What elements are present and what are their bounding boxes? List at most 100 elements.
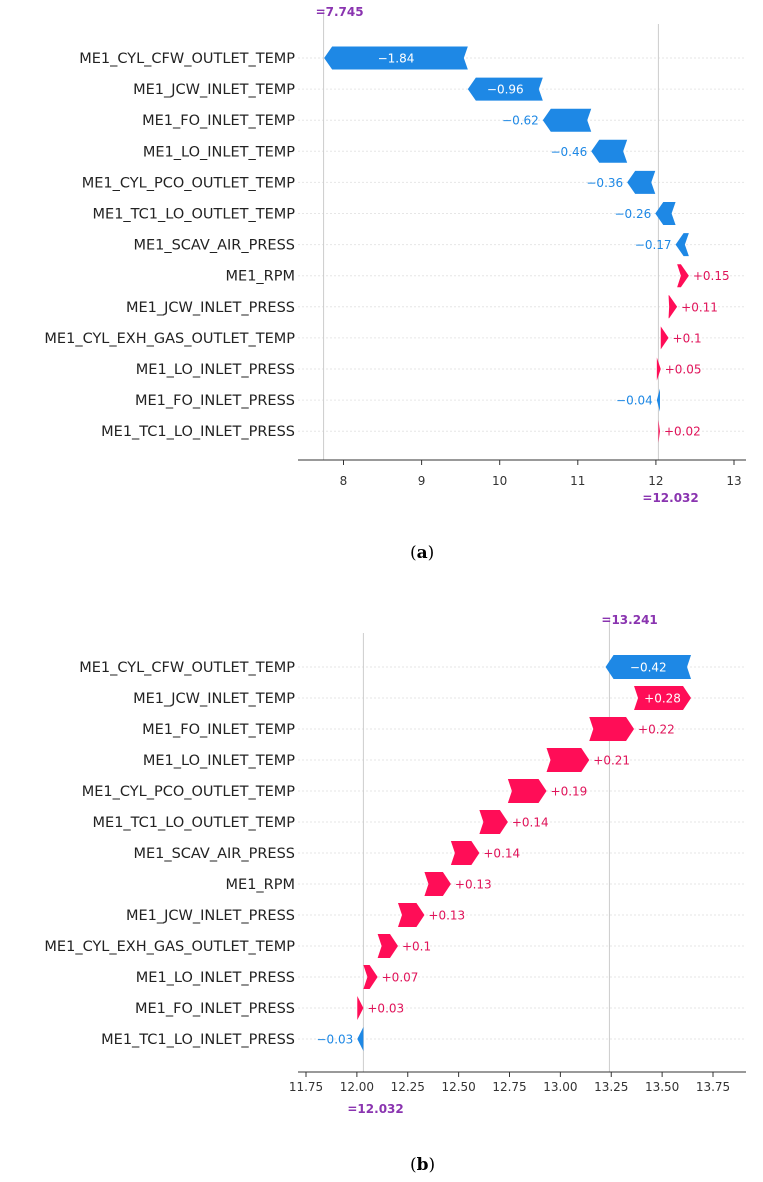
- chart-a-value-label: +0.1: [673, 331, 702, 345]
- waterfall-chart-a: ME1_CYL_CFW_OUTLET_TEMP −1.84 ME1_JCW_INLE…: [44, 5, 746, 505]
- chart-b-value-label: +0.21: [593, 754, 630, 768]
- chart-b-bar-13: [357, 1027, 364, 1051]
- chart-b-value-label: +0.13: [455, 878, 492, 892]
- chart-b-feature-label: ME1_TC1_LO_OUTLET_TEMP: [93, 815, 296, 831]
- chart-a-bar-10: [660, 326, 669, 350]
- chart-a-bar-5: [627, 170, 656, 194]
- chart-b-x-tick-label: 13.50: [645, 1080, 679, 1094]
- chart-b-x-tick-label: 12.00: [340, 1080, 374, 1094]
- chart-a-feature-label: ME1_CYL_CFW_OUTLET_TEMP: [79, 51, 295, 67]
- chart-a-feature-label: ME1_TC1_LO_INLET_PRESS: [101, 424, 295, 440]
- chart-a-feature-label: ME1_SCAV_AIR_PRESS: [133, 238, 295, 254]
- chart-b-value-label: −0.03: [317, 1033, 354, 1047]
- waterfall-chart-b: ME1_CYL_CFW_OUTLET_TEMP −0.42 ME1_JCW_INLE…: [44, 613, 746, 1116]
- chart-a-bar-1: [324, 46, 468, 70]
- chart-b-feature-label: ME1_LO_INLET_PRESS: [136, 970, 295, 986]
- chart-a-output-value-label: =7.745: [316, 5, 364, 19]
- chart-a-feature-label: ME1_TC1_LO_OUTLET_TEMP: [93, 207, 296, 223]
- chart-b-bar-10: [377, 934, 398, 958]
- chart-b-bar-5: [507, 779, 547, 803]
- chart-a-bar-11: [656, 357, 661, 381]
- chart-a-x-tick-label: 10: [492, 474, 507, 488]
- chart-b-x-tick-label: 12.25: [391, 1080, 425, 1094]
- chart-b-x-tick-label: 13.25: [594, 1080, 628, 1094]
- chart-b-x-tick-label: 13.00: [543, 1080, 577, 1094]
- chart-a-feature-label: ME1_CYL_EXH_GAS_OUTLET_TEMP: [44, 331, 295, 347]
- chart-a-feature-label: ME1_JCW_INLET_TEMP: [133, 82, 295, 98]
- chart-b-feature-label: ME1_FO_INLET_PRESS: [135, 1001, 295, 1017]
- chart-b-value-label: +0.19: [551, 785, 588, 799]
- chart-b-feature-label: ME1_FO_INLET_TEMP: [142, 722, 295, 738]
- chart-a-base-value-label: =12.032: [642, 491, 698, 505]
- chart-b-bar-2: [634, 686, 692, 710]
- chart-a-bar-12: [656, 388, 660, 412]
- chart-b-x-tick-label: 12.50: [441, 1080, 475, 1094]
- chart-b-value-label: +0.03: [367, 1002, 404, 1016]
- chart-a-feature-label: ME1_JCW_INLET_PRESS: [126, 300, 295, 316]
- chart-a-value-label: −0.17: [635, 238, 672, 252]
- chart-a-feature-label: ME1_CYL_PCO_OUTLET_TEMP: [82, 175, 295, 191]
- chart-b-feature-label: ME1_LO_INLET_TEMP: [143, 753, 295, 769]
- chart-b-feature-label: ME1_JCW_INLET_TEMP: [133, 691, 295, 707]
- chart-b-feature-label: ME1_JCW_INLET_PRESS: [126, 908, 295, 924]
- chart-b-feature-label: ME1_SCAV_AIR_PRESS: [133, 846, 295, 862]
- chart-a-value-label: −0.04: [616, 394, 653, 408]
- chart-a-value-label: −1.84: [378, 52, 415, 66]
- caption-b-close: ): [428, 1155, 436, 1175]
- chart-a-bar-2: [467, 77, 543, 101]
- chart-a-bar-4: [591, 139, 628, 163]
- chart-a-value-label: +0.05: [665, 363, 702, 377]
- caption-b-letter: b: [416, 1155, 429, 1175]
- caption-b-open: (: [410, 1155, 417, 1175]
- chart-b-value-label: +0.22: [638, 723, 675, 737]
- caption-a-close: ): [427, 543, 435, 563]
- chart-b-feature-label: ME1_CYL_EXH_GAS_OUTLET_TEMP: [44, 939, 295, 955]
- chart-a-value-label: +0.02: [664, 425, 701, 439]
- chart-b-value-label: +0.14: [483, 847, 520, 861]
- chart-a-bar-13: [658, 419, 660, 443]
- chart-b-value-label: +0.13: [428, 909, 465, 923]
- chart-b-value-label: −0.42: [630, 661, 667, 675]
- chart-b-bar-12: [357, 996, 364, 1020]
- chart-b-value-label: +0.28: [644, 692, 681, 706]
- chart-b-feature-label: ME1_RPM: [226, 877, 295, 893]
- chart-a-bar-8: [677, 264, 689, 288]
- chart-a-bar-6: [655, 202, 676, 225]
- chart-b-bar-11: [363, 965, 378, 989]
- chart-b-value-label: +0.14: [512, 816, 549, 830]
- chart-b-value-label: +0.1: [402, 940, 431, 954]
- chart-b-feature-label: ME1_CYL_CFW_OUTLET_TEMP: [79, 660, 295, 676]
- caption-b: (b): [410, 1155, 435, 1175]
- chart-a-bar-7: [675, 233, 689, 257]
- chart-b-base-value-label: =12.032: [347, 1102, 403, 1116]
- caption-a-letter: a: [416, 543, 428, 563]
- chart-b-bar-9: [397, 903, 425, 927]
- chart-b-value-label: +0.07: [382, 971, 419, 985]
- chart-a-x-tick-label: 12: [648, 474, 663, 488]
- chart-a-x-tick-label: 9: [418, 474, 426, 488]
- chart-b-feature-label: ME1_TC1_LO_INLET_PRESS: [101, 1032, 295, 1048]
- chart-b-output-value-label: =13.241: [601, 613, 657, 627]
- chart-a-x-tick-label: 11: [570, 474, 585, 488]
- chart-a-value-label: −0.36: [586, 176, 623, 190]
- chart-a-value-label: −0.46: [550, 145, 587, 159]
- chart-b-bar-7: [450, 841, 480, 865]
- chart-b-x-tick-label: 13.75: [696, 1080, 730, 1094]
- chart-b-bar-8: [424, 872, 451, 896]
- chart-b-x-tick-label: 12.75: [492, 1080, 526, 1094]
- chart-a-feature-label: ME1_LO_INLET_PRESS: [136, 362, 295, 378]
- chart-b-bar-6: [479, 810, 508, 834]
- chart-a-x-tick-label: 13: [726, 474, 741, 488]
- chart-a-feature-label: ME1_RPM: [226, 269, 295, 285]
- chart-a-x-tick-label: 8: [340, 474, 348, 488]
- chart-b-bar-3: [589, 717, 635, 741]
- chart-b-feature-label: ME1_CYL_PCO_OUTLET_TEMP: [82, 784, 295, 800]
- chart-b-bar-4: [546, 748, 590, 772]
- caption-a: (a): [410, 543, 434, 563]
- chart-a-feature-label: ME1_FO_INLET_PRESS: [135, 393, 295, 409]
- chart-a-bar-3: [542, 108, 592, 132]
- chart-a-feature-label: ME1_LO_INLET_TEMP: [143, 144, 295, 160]
- chart-b-x-tick-label: 11.75: [289, 1080, 323, 1094]
- chart-a-value-label: −0.96: [487, 83, 524, 97]
